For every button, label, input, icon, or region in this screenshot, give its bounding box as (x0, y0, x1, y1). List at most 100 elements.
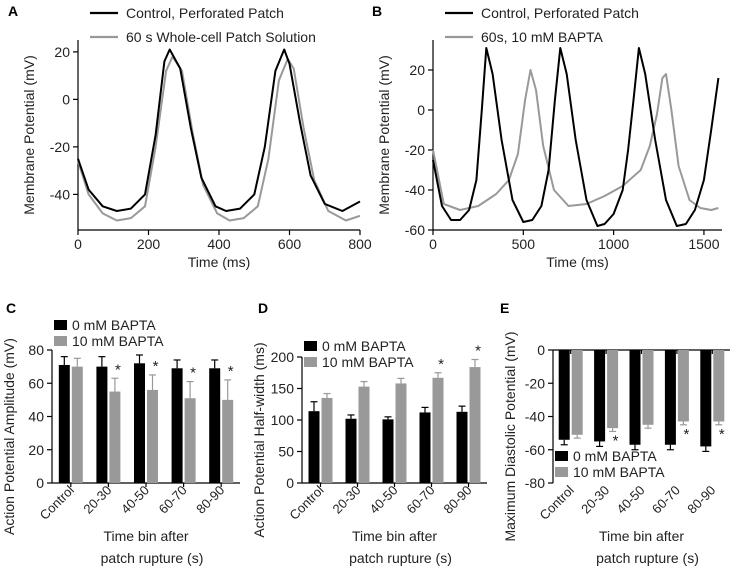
panel-e-y-tick-label: -60 (525, 442, 545, 458)
panel-d-x-tick-label: 80-90 (441, 483, 475, 517)
panel-b-x-axis-title: Time (ms) (546, 254, 608, 270)
panel-d-bar (345, 418, 357, 483)
panel-c-y-tick-label: 80 (28, 342, 44, 358)
panel-b-series-line (432, 69, 719, 211)
panel-label-d: D (258, 300, 268, 316)
panel-d-y-tick-label: 100 (271, 412, 295, 428)
panel-c-legend-swatch (54, 320, 67, 330)
panel-e-bar (713, 350, 725, 422)
panel-b-x-tick-label: 500 (512, 236, 536, 252)
panel-e-x-axis-title: Time bin after (599, 528, 684, 544)
panel-b-y-tick-label: 20 (409, 62, 425, 78)
panel-e-legend-label: 0 mM BAPTA (573, 448, 657, 464)
panel-d-y-tick-label: 150 (271, 381, 295, 397)
panel-c-y-tick-label: 0 (36, 475, 44, 491)
panel-d-x-tick-label: 60-70 (404, 483, 438, 517)
panel-b-y-tick-label: 0 (417, 102, 425, 118)
panel-c-y-axis-title: Action Potential Amplitude (mV) (1, 338, 17, 535)
panel-e-legend-swatch (555, 467, 568, 477)
panel-e-significance-marker: * (613, 432, 619, 449)
panel-c-bar (71, 366, 83, 483)
panel-c-y-tick-label: 40 (28, 409, 44, 425)
panel-b-series-line (432, 47, 720, 227)
panel-e-bar (664, 350, 676, 445)
panel-d-y-axis-title: Action Potential Half-width (ms) (251, 342, 267, 537)
panel-c-y-tick-label: 20 (28, 442, 44, 458)
panel-d-bar (395, 383, 407, 483)
panel-d-legend-swatch (304, 357, 317, 367)
panel-a-y-tick-label: -20 (50, 139, 70, 155)
panel-a-y-tick-label: 0 (62, 91, 70, 107)
panel-e-y-tick-label: -80 (525, 475, 545, 491)
panel-b-legend-label: Control, Perforated Patch (481, 5, 639, 21)
panel-c-bar (184, 398, 196, 483)
panel-c-significance-marker: * (228, 363, 234, 380)
panel-c-bar (58, 364, 70, 483)
panel-e-bar (607, 350, 619, 429)
panel-d-bar (469, 367, 481, 483)
panel-b-x-tick-label: 0 (429, 236, 437, 252)
panel-a-x-tick-label: 800 (348, 236, 372, 252)
panel-c-significance-marker: * (190, 365, 196, 382)
panel-a-x-tick-label: 400 (207, 236, 231, 252)
panel-b-y-tick-label: -40 (405, 182, 425, 198)
panel-label-a: A (8, 3, 18, 19)
panel-e-bar (594, 350, 606, 442)
panel-e-y-tick-label: -20 (525, 375, 545, 391)
panel-e-x-axis-title: patch rupture (s) (596, 550, 699, 566)
panel-c-x-tick-label: 20-30 (80, 483, 114, 517)
panel-a-x-tick-label: 200 (137, 236, 161, 252)
panel-d-significance-marker: * (438, 356, 444, 373)
panel-c-bar (134, 363, 145, 483)
panel-e-x-tick-label: 40-50 (614, 483, 648, 517)
panel-a-x-tick-label: 600 (278, 236, 302, 252)
panel-a-legend-label: Control, Perforated Patch (126, 5, 284, 21)
panel-c-y-tick-label: 60 (28, 375, 44, 391)
panel-e-bar (677, 350, 689, 422)
panel-c-x-axis-title: patch rupture (s) (101, 550, 204, 566)
panel-c-bar (109, 391, 121, 483)
panel-d-x-tick-label: 20-30 (330, 483, 364, 517)
panel-e-significance-marker: * (683, 426, 689, 443)
panel-label-e: E (500, 300, 509, 316)
panel-d-legend-label: 0 mM BAPTA (322, 338, 406, 354)
panel-d-bar (358, 386, 370, 483)
panel-c-significance-marker: * (115, 361, 121, 378)
panel-c-x-tick-label: 40-50 (118, 483, 152, 517)
panel-d-bar (456, 411, 468, 483)
panel-b-y-axis-title: Membrane Potential (mV) (376, 55, 392, 215)
panel-a-y-tick-label: 20 (54, 44, 70, 60)
panel-e-y-tick-label: 0 (537, 342, 545, 358)
panel-c-bar (209, 368, 221, 483)
panel-b-y-tick-label: -20 (405, 142, 425, 158)
panel-c-legend-label: 0 mM BAPTA (72, 317, 156, 333)
panel-e-bar (558, 350, 570, 440)
panel-e-bar (571, 350, 583, 435)
panel-c-bar (222, 399, 234, 483)
panel-c-bar (96, 366, 108, 483)
panel-a-y-tick-label: -40 (50, 186, 70, 202)
panel-e-significance-marker: * (719, 426, 725, 443)
panel-e-x-tick-label: 60-70 (649, 483, 683, 517)
panel-c-bar (171, 368, 183, 483)
panel-e-bar (642, 350, 654, 425)
panel-d-significance-marker: * (475, 343, 481, 360)
panel-d-y-tick-label: 200 (271, 349, 295, 365)
panel-e-legend-swatch (555, 451, 568, 461)
panel-d-legend-label: 10 mM BAPTA (322, 354, 414, 370)
panel-e-bar (700, 350, 712, 447)
panel-e-x-tick-label: 80-90 (684, 483, 718, 517)
panel-a-y-axis-title: Membrane Potential (mV) (21, 55, 37, 215)
panel-e-y-tick-label: -40 (525, 409, 545, 425)
panel-c-legend-label: 10 mM BAPTA (72, 333, 164, 349)
panel-d-bar (432, 377, 444, 483)
panel-c-x-tick-label: 80-90 (193, 483, 227, 517)
panel-b-x-tick-label: 1500 (688, 236, 719, 252)
panel-d-bar (308, 411, 320, 483)
panel-d-y-tick-label: 0 (286, 475, 294, 491)
panel-a-series-line (77, 55, 361, 222)
panel-e-x-tick-label: 20-30 (578, 483, 612, 517)
panel-c-bar (147, 389, 158, 483)
panel-d-x-tick-label: 40-50 (367, 483, 401, 517)
